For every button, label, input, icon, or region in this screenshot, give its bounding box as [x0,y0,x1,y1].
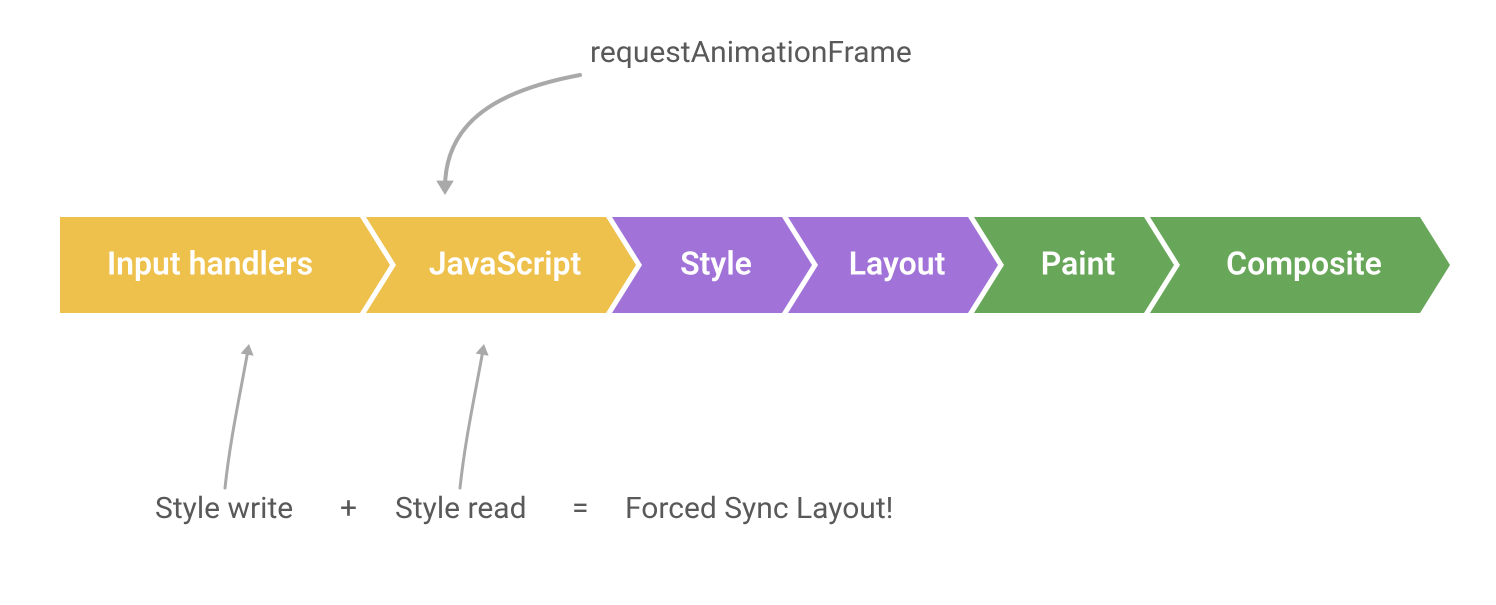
pipeline-diagram: Input handlers JavaScript Style Layout Paint… [0,0,1496,605]
stage-label-paint: Paint [1041,244,1116,282]
bottom-arrow-right-head [476,344,489,356]
bottom-arrow-right [460,350,483,488]
stage-label-input-handlers: Input handlers [107,244,313,282]
stage-label-style: Style [680,244,752,282]
raf-label: requestAnimationFrame [590,35,912,70]
bottom-style-read: Style read [395,491,527,526]
stage-label-composite: Composite [1226,244,1382,282]
bottom-result: Forced Sync Layout! [625,491,893,526]
bottom-plus: + [340,491,357,526]
stage-label-layout: Layout [849,244,946,282]
bottom-arrow-left [225,350,248,488]
bottom-arrow-left-head [241,344,254,356]
top-annotation: requestAnimationFrame [436,35,912,195]
bottom-style-write: Style write [155,491,293,526]
pipeline: Input handlers JavaScript Style Layout Paint… [60,217,1450,313]
bottom-equals: = [572,491,588,526]
bottom-annotation: Style write + Style read = Forced Sync Layou… [155,344,893,526]
raf-arrow [445,75,580,188]
raf-arrow-head [436,181,454,195]
stage-label-javascript: JavaScript [429,244,582,282]
